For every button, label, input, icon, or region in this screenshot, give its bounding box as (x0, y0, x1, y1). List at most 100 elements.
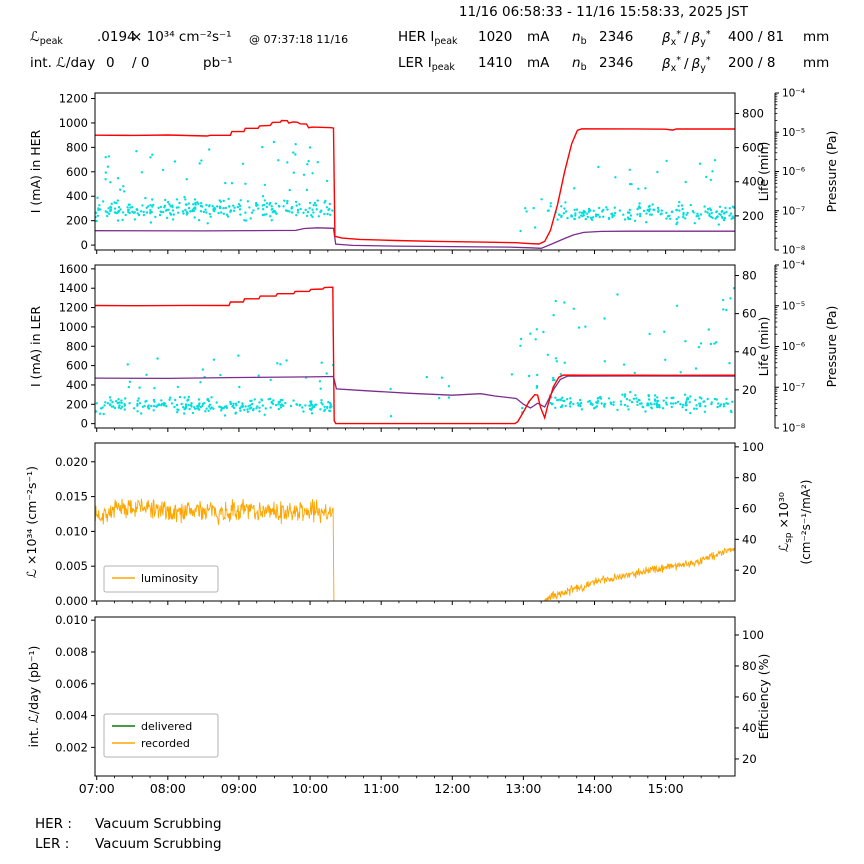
svg-text:Pressure (Pa): Pressure (Pa) (824, 131, 839, 213)
svg-text:I (mA) in HER: I (mA) in HER (28, 129, 43, 213)
svg-text:luminosity: luminosity (141, 572, 199, 585)
her-machine-status: Vacuum Scrubbing (95, 816, 222, 832)
svg-text:10⁻⁷: 10⁻⁷ (782, 382, 805, 394)
svg-text:10⁻⁶: 10⁻⁶ (782, 166, 805, 178)
svg-text:100: 100 (742, 440, 764, 454)
svg-text:400: 400 (66, 189, 88, 203)
svg-text:80: 80 (742, 471, 757, 485)
panel-integrated: 07:00 08:00 09:00 10:00 11:00 12:00 13:00 14:00… (26, 613, 771, 796)
svg-text:1400: 1400 (59, 281, 88, 295)
ler-beta-label: βx* / βy* (662, 55, 711, 74)
svg-text:ℒsp ×10³⁰: ℒsp ×10³⁰ (776, 492, 794, 552)
charts-figure: 02004006008001000120020040060080010⁻⁴10⁻… (24, 88, 839, 797)
svg-text:400: 400 (742, 175, 764, 189)
lpeak-value: .0194 (97, 29, 136, 45)
her-nb-value: 2346 (599, 29, 634, 45)
svg-text:10⁻⁸: 10⁻⁸ (782, 423, 805, 435)
her-beta-unit: mm (803, 29, 830, 45)
svg-text:Pressure (Pa): Pressure (Pa) (824, 306, 839, 388)
svg-text:600: 600 (66, 359, 88, 373)
her-machine-status-label: HER : (35, 816, 72, 832)
svg-text:1200: 1200 (59, 91, 88, 105)
svg-text:0.005: 0.005 (55, 559, 88, 573)
svg-text:ℒ ×10³⁴ (cm⁻²s⁻¹): ℒ ×10³⁴ (cm⁻²s⁻¹) (24, 466, 39, 578)
ler-ipeak-value: 1410 (478, 55, 513, 71)
her-beta-value: 400 / 81 (728, 29, 785, 45)
svg-text:0.020: 0.020 (55, 455, 88, 469)
svg-text:10⁻⁶: 10⁻⁶ (782, 341, 805, 353)
svg-text:800: 800 (66, 339, 88, 353)
svg-text:0.008: 0.008 (55, 645, 88, 659)
svg-text:10⁻⁴: 10⁻⁴ (782, 88, 805, 100)
her-ipeak-label: HER Ipeak (398, 29, 458, 47)
svg-text:11:00: 11:00 (363, 781, 399, 796)
svg-text:1200: 1200 (59, 301, 88, 315)
intlum-unit: pb⁻¹ (203, 55, 233, 71)
her-ipeak-value: 1020 (478, 29, 513, 45)
svg-text:10⁻⁷: 10⁻⁷ (782, 205, 805, 217)
svg-text:1000: 1000 (59, 320, 88, 334)
svg-text:80: 80 (742, 659, 757, 673)
her-ipeak-unit: mA (527, 29, 550, 45)
intlum-value: 0 (106, 55, 115, 71)
lpeak-unit: × 10³⁴ cm⁻²s⁻¹ (131, 29, 232, 45)
svg-text:0.004: 0.004 (55, 709, 88, 723)
svg-text:10⁻⁵: 10⁻⁵ (782, 127, 805, 139)
her-beta-label: βx* / βy* (662, 29, 711, 48)
svg-text:0.002: 0.002 (55, 740, 88, 754)
lpeak-label: ℒpeak (30, 29, 63, 47)
svg-text:Life (min): Life (min) (756, 142, 771, 202)
svg-text:10⁻⁴: 10⁻⁴ (782, 260, 805, 272)
svg-text:delivered: delivered (141, 720, 192, 733)
svg-text:40: 40 (742, 721, 757, 735)
svg-text:15:00: 15:00 (648, 781, 684, 796)
svg-text:60: 60 (742, 307, 757, 321)
svg-text:0.010: 0.010 (55, 524, 88, 538)
svg-text:200: 200 (66, 397, 88, 411)
svg-text:20: 20 (742, 383, 757, 397)
ler-nb-label: nb (572, 55, 587, 73)
svg-text:0.000: 0.000 (55, 594, 88, 608)
ler-nb-value: 2346 (599, 55, 634, 71)
svg-text:I (mA) in LER: I (mA) in LER (28, 306, 43, 387)
svg-text:1600: 1600 (59, 262, 88, 276)
svg-text:0.010: 0.010 (55, 613, 88, 627)
svg-text:20: 20 (742, 563, 757, 577)
intlum-label: int. ℒ/day (30, 55, 96, 71)
date-range: 11/16 06:58:33 - 11/16 15:58:33, 2025 JS… (458, 4, 748, 20)
svg-text:0.006: 0.006 (55, 677, 88, 691)
panel-her: 0 200 400 600 800 1000 1200 200 400 600 800 10⁻⁴ 10⁻… (28, 88, 839, 257)
svg-text:40: 40 (742, 345, 757, 359)
svg-text:600: 600 (742, 141, 764, 155)
svg-text:(cm⁻²s⁻¹/mA²): (cm⁻²s⁻¹/mA²) (799, 480, 813, 565)
svg-text:0.015: 0.015 (55, 490, 88, 504)
svg-text:13:00: 13:00 (505, 781, 541, 796)
svg-text:14:00: 14:00 (576, 781, 612, 796)
svg-text:10⁻⁸: 10⁻⁸ (782, 245, 805, 257)
svg-text:Efficiency (%): Efficiency (%) (756, 654, 771, 740)
svg-text:1000: 1000 (59, 116, 88, 130)
svg-text:100: 100 (742, 628, 764, 642)
svg-text:0: 0 (81, 417, 88, 431)
svg-text:0: 0 (81, 238, 88, 252)
panel-ler: 0 200 400 600 800 1000 1200 1400 1600 20 40 60 80 10⁻… (28, 260, 839, 435)
ler-machine-status-label: LER : (35, 836, 70, 852)
svg-text:recorded: recorded (141, 737, 190, 750)
svg-text:10⁻⁵: 10⁻⁵ (782, 300, 805, 312)
svg-text:60: 60 (742, 690, 757, 704)
ler-ipeak-unit: mA (527, 55, 550, 71)
ler-machine-status: Vacuum Scrubbing (95, 836, 222, 852)
panel-luminosity: 0.000 0.005 0.010 0.015 0.020 20 40 60 80 100 ℒ ×1… (24, 440, 813, 608)
ler-beta-unit: mm (803, 55, 830, 71)
svg-text:20: 20 (742, 752, 757, 766)
svg-text:07:00: 07:00 (79, 781, 115, 796)
svg-text:int. ℒ/day (pb⁻¹): int. ℒ/day (pb⁻¹) (26, 646, 41, 748)
svg-text:12:00: 12:00 (434, 781, 470, 796)
ler-beta-value: 200 / 8 (728, 55, 776, 71)
svg-text:600: 600 (66, 165, 88, 179)
svg-text:80: 80 (742, 268, 757, 282)
svg-text:08:00: 08:00 (150, 781, 186, 796)
svg-text:40: 40 (742, 532, 757, 546)
intlum-slash-value: / 0 (132, 55, 150, 71)
